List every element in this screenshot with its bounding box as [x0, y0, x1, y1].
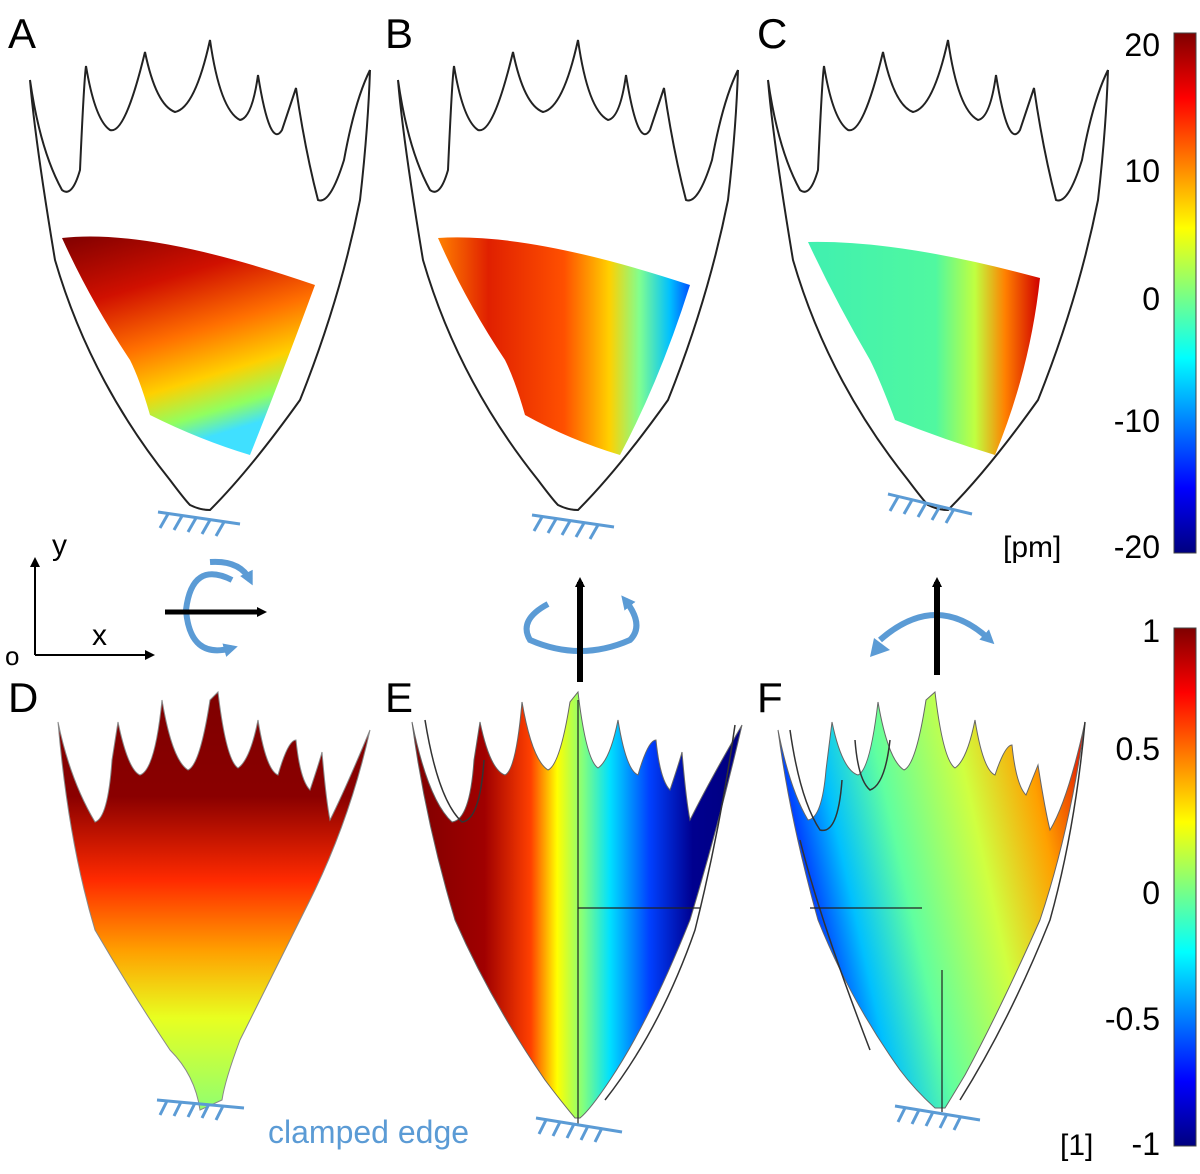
colorbar-bottom-tick: 0	[1142, 875, 1160, 911]
undeformed-outline-f	[789, 721, 1086, 1101]
colorbar-bottom-gradient	[1173, 627, 1197, 1147]
undeformed-outline-e	[424, 719, 736, 1101]
colorbar-bottom: 1 0.5 0 -0.5 -1 [1]	[1060, 613, 1197, 1162]
colorbar-top-tick: 10	[1124, 153, 1160, 189]
y-axis-label: y	[52, 529, 67, 562]
panel-f: F	[757, 674, 1086, 1131]
x-axis-label: x	[92, 619, 107, 652]
clamp-icon-f	[894, 1104, 981, 1131]
colorbar-bottom-tick: -1	[1132, 1126, 1160, 1162]
rotation-about-x-icon	[165, 558, 267, 657]
colorbar-top-tick: -20	[1114, 529, 1160, 565]
colorbar-top-unit: [pm]	[1003, 531, 1061, 564]
colorbar-bottom-unit: [1]	[1060, 1129, 1093, 1162]
colorbar-top-gradient	[1173, 32, 1197, 554]
rotation-about-y-icon	[523, 577, 640, 682]
clamp-icon-a	[157, 510, 241, 537]
colorbar-bottom-tick: 0.5	[1116, 731, 1160, 767]
panel-label-f: F	[757, 674, 783, 721]
panel-d: D clamped edge	[8, 674, 469, 1150]
panel-label-c: C	[757, 10, 787, 57]
panel-label-a: A	[8, 10, 36, 57]
mode-shape-f	[777, 690, 1086, 1109]
panel-a: A	[8, 10, 371, 537]
cochlea-outline-a	[29, 39, 371, 512]
panel-label-b: B	[385, 10, 413, 57]
clamp-icon-d	[156, 1098, 245, 1121]
clamp-icon-b	[531, 513, 615, 540]
panel-c: C [pm]	[757, 10, 1109, 564]
bending-motion-icon	[870, 577, 995, 675]
colorbar-top: 20 10 0 -10 -20	[1114, 27, 1197, 565]
cochlea-outline-b	[397, 39, 739, 512]
clamped-edge-label: clamped edge	[268, 1114, 469, 1150]
displacement-map-a	[62, 236, 315, 455]
displacement-map-b	[438, 237, 690, 455]
colorbar-top-tick: 0	[1142, 281, 1160, 317]
panel-b: B	[385, 10, 739, 540]
colorbar-top-tick: -10	[1114, 403, 1160, 439]
panel-label-d: D	[8, 674, 38, 721]
clamp-icon-c	[887, 492, 973, 524]
clamp-icon-e	[535, 1116, 623, 1143]
colorbar-bottom-tick: -0.5	[1105, 1001, 1160, 1037]
panel-e: E	[385, 674, 743, 1143]
mode-shape-d	[57, 690, 371, 1111]
mode-shape-e	[411, 690, 743, 1119]
origin-label: o	[5, 641, 19, 671]
coordinate-axes: y x o	[5, 529, 155, 671]
displacement-map-c	[808, 241, 1040, 455]
colorbar-top-tick: 20	[1124, 27, 1160, 63]
colorbar-bottom-tick: 1	[1142, 613, 1160, 649]
panel-label-e: E	[385, 674, 413, 721]
